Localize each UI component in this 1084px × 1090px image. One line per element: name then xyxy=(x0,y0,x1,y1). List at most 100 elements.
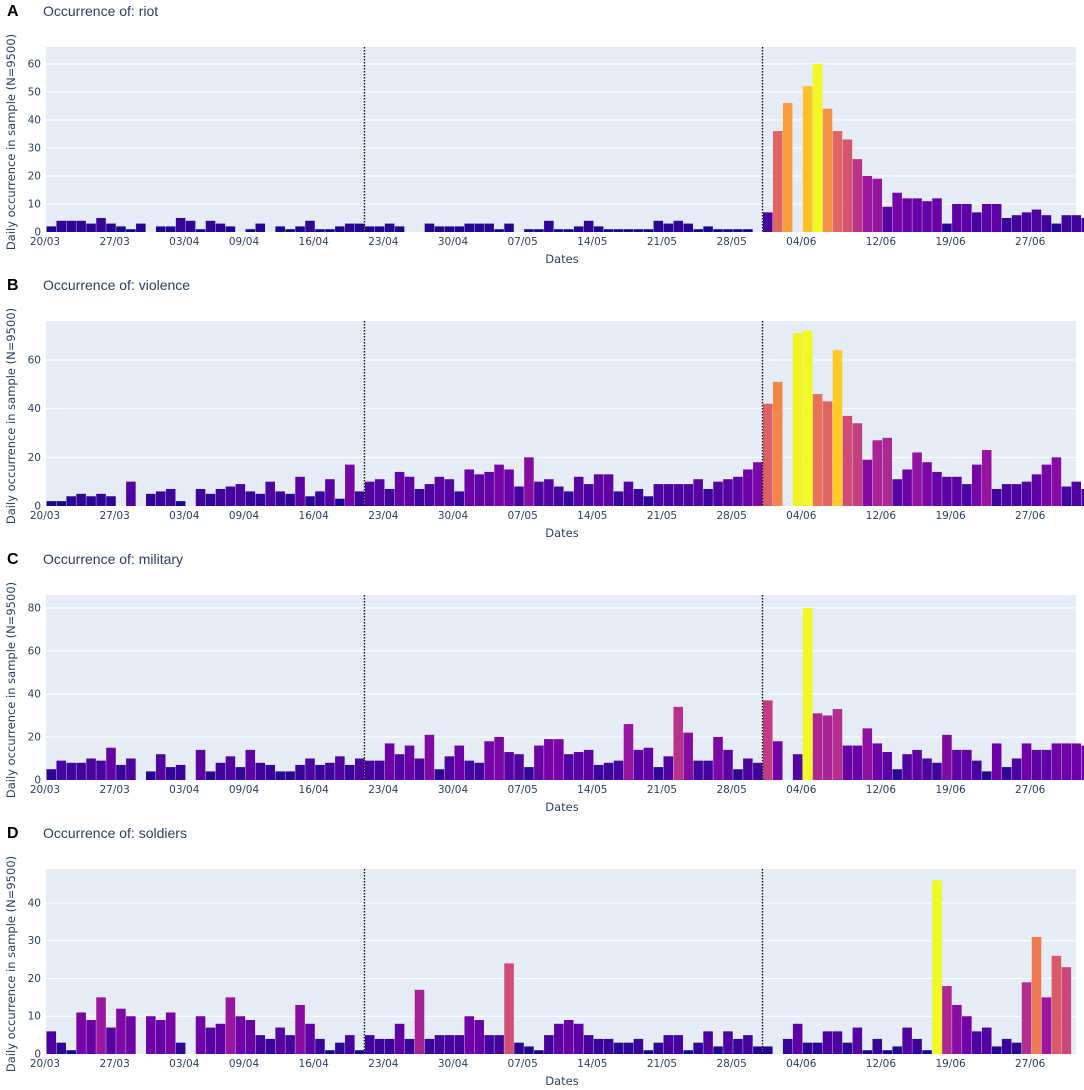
bar xyxy=(882,206,892,232)
bar xyxy=(782,103,793,232)
bar xyxy=(345,223,355,232)
bar xyxy=(146,493,156,506)
bar xyxy=(126,481,136,506)
x-tick-label: 19/06 xyxy=(935,236,966,248)
bar xyxy=(663,223,674,232)
x-tick-label: 27/03 xyxy=(100,1058,130,1070)
x-tick-label: 27/03 xyxy=(100,510,130,522)
bar xyxy=(504,223,514,232)
bar xyxy=(703,488,713,506)
bar xyxy=(215,1023,226,1054)
bar xyxy=(325,762,335,780)
bar xyxy=(593,226,604,232)
bar xyxy=(175,764,186,780)
bar xyxy=(444,1035,455,1054)
bar xyxy=(255,223,266,232)
bar xyxy=(384,223,395,232)
bar xyxy=(205,493,216,506)
bar xyxy=(902,754,912,780)
bar xyxy=(96,760,106,780)
bar xyxy=(753,462,763,506)
bar xyxy=(782,1038,793,1054)
bar xyxy=(653,1042,664,1054)
bar xyxy=(942,986,952,1054)
y-tick-label: 0 xyxy=(34,1049,41,1061)
bar xyxy=(613,760,624,780)
x-tick-label: 19/06 xyxy=(935,1058,966,1070)
y-tick-label: 0 xyxy=(34,227,41,239)
x-tick-label: 30/04 xyxy=(438,510,469,522)
x-tick-label: 04/06 xyxy=(786,784,817,796)
bar xyxy=(305,1023,315,1054)
bar xyxy=(116,1008,126,1054)
bar xyxy=(832,131,843,232)
bar xyxy=(235,1016,246,1054)
bar xyxy=(942,476,952,506)
bar xyxy=(822,1031,833,1054)
bar xyxy=(852,159,863,232)
bar xyxy=(86,1020,96,1054)
bar xyxy=(335,226,345,232)
y-axis-title: Daily occurrence in sample (N=9500) xyxy=(4,856,18,1072)
y-tick-label: 40 xyxy=(28,114,41,126)
bar xyxy=(364,760,375,780)
bar xyxy=(265,764,275,780)
x-tick-label: 20/03 xyxy=(30,784,60,796)
bar xyxy=(165,226,176,232)
bar xyxy=(335,498,345,506)
bar xyxy=(155,1020,166,1054)
bar xyxy=(66,1050,76,1054)
bar xyxy=(126,1016,136,1054)
bar xyxy=(932,471,942,506)
bar xyxy=(643,747,654,780)
bar xyxy=(325,479,335,506)
bar xyxy=(583,220,594,232)
bar xyxy=(583,484,594,506)
bar xyxy=(175,501,186,506)
bar xyxy=(534,745,544,780)
bar xyxy=(1031,474,1042,506)
bar xyxy=(1011,484,1022,506)
panel-title: Occurrence of: soldiers xyxy=(43,825,187,841)
bar xyxy=(1021,982,1032,1054)
bar xyxy=(872,743,883,780)
panel-title: Occurrence of: violence xyxy=(43,277,190,293)
bar xyxy=(603,1038,614,1054)
bar xyxy=(862,1050,873,1054)
bar xyxy=(753,762,763,780)
bar xyxy=(1081,745,1084,780)
bar xyxy=(355,1050,365,1054)
bar xyxy=(454,491,465,506)
bar xyxy=(544,479,554,506)
bar xyxy=(56,1042,67,1054)
bar xyxy=(195,1016,206,1054)
bar xyxy=(981,1027,992,1054)
bar xyxy=(882,752,892,780)
x-tick-label: 21/05 xyxy=(647,510,677,522)
bar xyxy=(952,476,962,506)
bar xyxy=(96,493,106,506)
bar xyxy=(1031,209,1042,232)
bar xyxy=(1061,967,1072,1054)
x-tick-label: 14/05 xyxy=(577,1058,607,1070)
bar xyxy=(106,1027,116,1054)
bar xyxy=(902,1027,912,1054)
y-tick-label: 40 xyxy=(28,688,41,700)
bar xyxy=(295,764,305,780)
bar xyxy=(424,484,435,506)
bar xyxy=(792,333,803,506)
x-tick-label: 07/05 xyxy=(508,236,538,248)
x-tick-label: 23/04 xyxy=(368,1058,399,1070)
bar xyxy=(623,724,634,780)
bar xyxy=(494,1035,504,1054)
x-tick-label: 12/06 xyxy=(866,1058,897,1070)
bar xyxy=(1021,743,1032,780)
x-tick-label: 23/04 xyxy=(368,784,399,796)
bar xyxy=(942,223,952,232)
y-axis-title: Daily occurrence in sample (N=9500) xyxy=(4,34,18,250)
bar xyxy=(205,771,216,780)
bar xyxy=(534,1050,544,1054)
bar xyxy=(663,1035,674,1054)
bar xyxy=(394,1023,405,1054)
bar xyxy=(404,1038,415,1054)
